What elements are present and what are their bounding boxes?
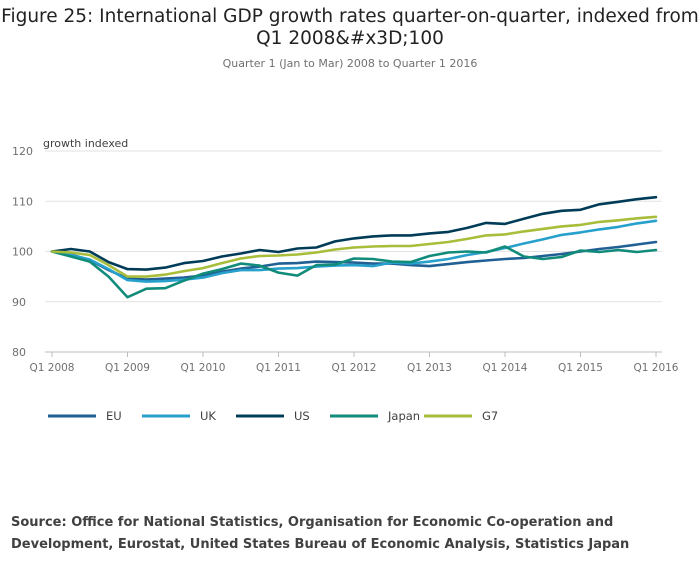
series-line-eu <box>50 240 658 281</box>
x-tick-label: Q1 2009 <box>105 362 150 374</box>
chart-title: Figure 25: International GDP growth rate… <box>1 6 699 49</box>
x-tick-label: Q1 2016 <box>633 362 678 374</box>
source-note: Source: Office for National Statistics, … <box>11 515 630 552</box>
x-tick-label: Q1 2010 <box>180 362 225 374</box>
legend-label-uk: UK <box>200 409 216 423</box>
legend-label-eu: EU <box>106 409 122 423</box>
y-tick-label: 110 <box>12 195 33 208</box>
legend-label-us: US <box>294 409 310 423</box>
legend-label-japan: Japan <box>387 409 420 423</box>
x-tick-label: Q1 2015 <box>558 362 603 374</box>
y-tick-label: 120 <box>12 145 33 158</box>
series-line-us <box>50 195 658 271</box>
grid-lines <box>45 150 662 353</box>
series-line-uk <box>50 219 658 283</box>
series-line-japan <box>50 245 658 299</box>
y-tick-label: 80 <box>12 346 26 359</box>
series-line-g7 <box>50 215 658 278</box>
legend-label-g7: G7 <box>482 409 498 423</box>
x-tick-label: Q1 2013 <box>407 362 452 374</box>
x-tick-label: Q1 2012 <box>331 362 376 374</box>
y-tick-label: 90 <box>12 296 26 309</box>
legend: EU UK US Japan G7 <box>48 409 498 423</box>
series-lines <box>50 195 658 299</box>
x-tick-label: Q1 2011 <box>256 362 301 374</box>
x-tick-label: Q1 2014 <box>482 362 527 374</box>
chart-subtitle: Quarter 1 (Jan to Mar) 2008 to Quarter 1… <box>222 57 478 70</box>
y-axis-label: growth indexed <box>43 137 128 150</box>
axes: 80 90 100 110 120 Q1 2008 Q1 2009 Q1 2010 Q1 201… <box>12 145 679 374</box>
x-tick-label: Q1 2008 <box>29 362 74 374</box>
y-tick-label: 100 <box>12 246 33 259</box>
